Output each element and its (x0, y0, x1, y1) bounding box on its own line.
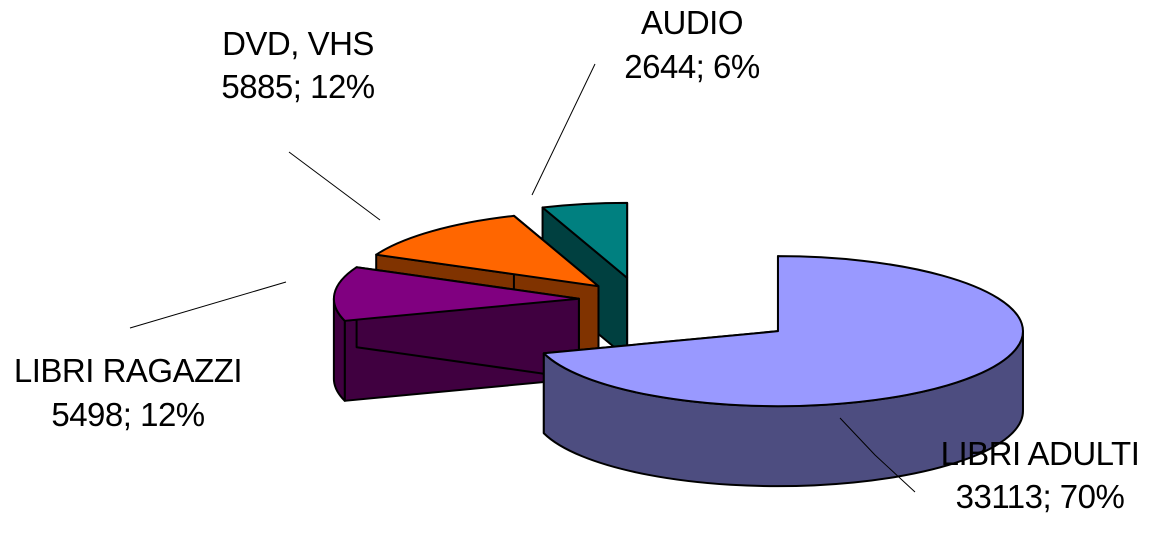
leader-lines-layer (129, 63, 916, 493)
leader-line-libri-ragazzi (129, 281, 287, 329)
data-label-value-audio: 2644; 6% (624, 48, 760, 85)
slice-top-libri-ragazzi (332, 266, 580, 322)
leader-line-dvd-vhs (288, 151, 381, 221)
data-label-value-libri-adulti: 33113; 70% (956, 478, 1125, 515)
slice-top-audio (541, 201, 629, 279)
data-label-name-dvd-vhs: DVD, VHS (222, 25, 374, 62)
slice-top-libri-adulti (542, 255, 1024, 408)
data-label-value-dvd-vhs: 5885; 12% (221, 68, 374, 105)
data-label-name-audio: AUDIO (641, 4, 743, 41)
data-label-name-libri-ragazzi: LIBRI RAGAZZI (14, 352, 242, 389)
slice-top-dvd-vhs (375, 214, 600, 288)
data-labels-layer: LIBRI ADULTI 33113; 70% LIBRI RAGAZZI 5498;… (14, 4, 1140, 515)
leader-line-libri-adulti (839, 417, 916, 493)
slice-tops-layer (332, 201, 1024, 408)
leader-line-audio (531, 63, 596, 196)
data-label-value-libri-ragazzi: 5498; 12% (51, 396, 204, 433)
data-label-name-libri-adulti: LIBRI ADULTI (941, 435, 1140, 472)
